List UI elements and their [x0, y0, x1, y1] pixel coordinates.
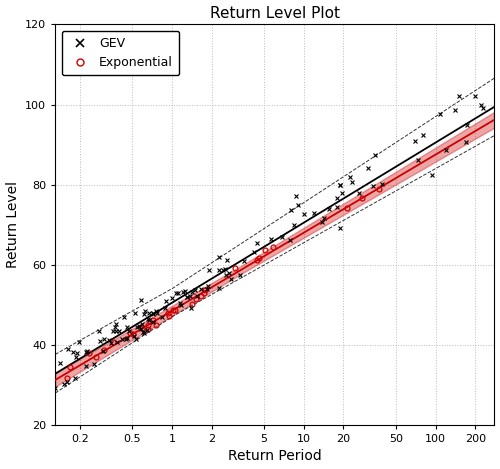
- Title: Return Level Plot: Return Level Plot: [210, 6, 340, 21]
- Y-axis label: Return Level: Return Level: [6, 181, 20, 268]
- X-axis label: Return Period: Return Period: [228, 449, 322, 463]
- Legend: GEV, Exponential: GEV, Exponential: [62, 31, 179, 76]
